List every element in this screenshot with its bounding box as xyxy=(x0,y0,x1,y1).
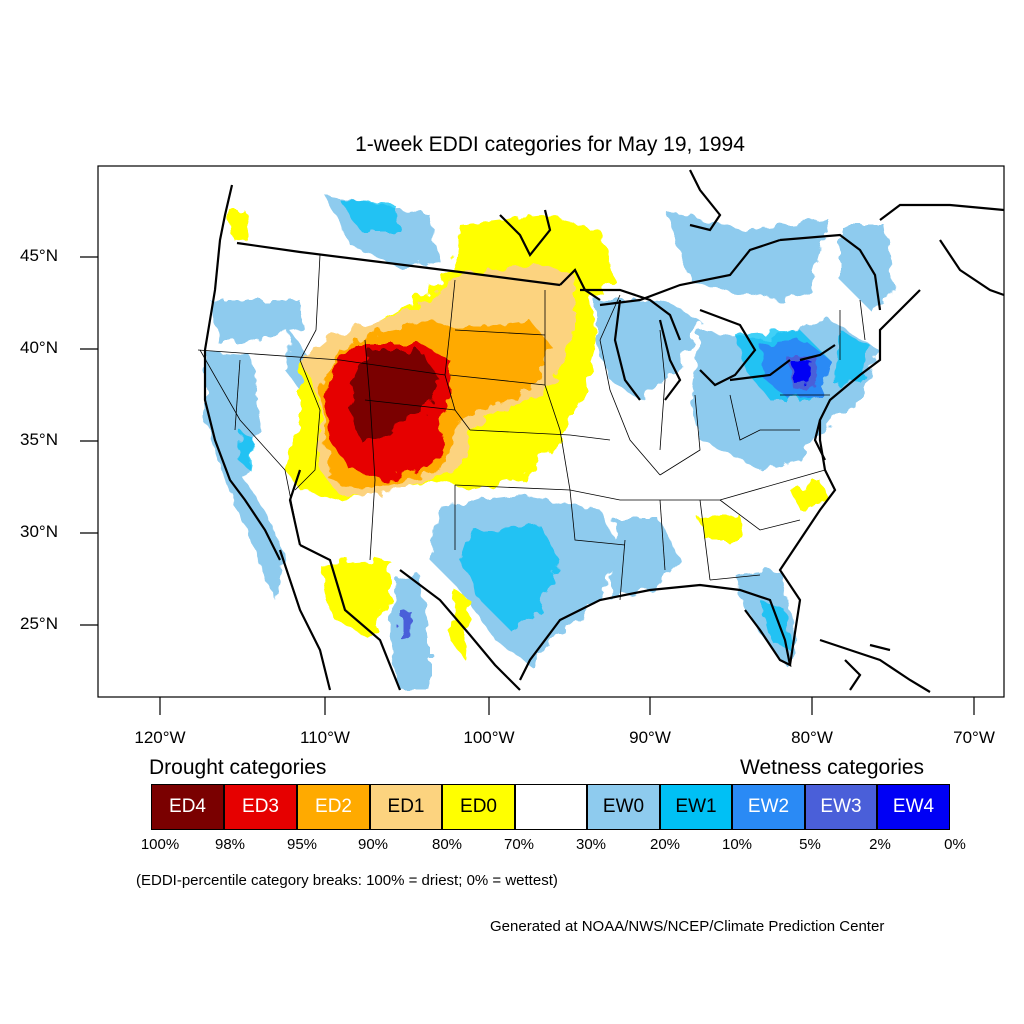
legend-box-ew4: EW4 xyxy=(877,784,950,830)
legend-break-label: 90% xyxy=(357,836,389,853)
credit-line: Generated at NOAA/NWS/NCEP/Climate Predi… xyxy=(490,918,885,935)
legend-box-ew1: EW1 xyxy=(660,784,732,830)
legend-box-label: EW2 xyxy=(747,796,790,817)
legend-break-label: 100% xyxy=(140,836,180,853)
wetness-ew4-area xyxy=(790,360,812,384)
legend-break-label: 10% xyxy=(721,836,753,853)
longitude-label-90w: 90°W xyxy=(629,728,671,747)
legend-box-label: ED4 xyxy=(169,796,206,817)
legend-break-label: 30% xyxy=(575,836,607,853)
legend-box-label: ED2 xyxy=(315,796,352,817)
legend-box-label: EW0 xyxy=(602,796,645,817)
legend-box-neutral xyxy=(515,784,587,830)
drought-ed4-area xyxy=(350,350,440,440)
legend-break-label: 20% xyxy=(649,836,681,853)
longitude-label-80w: 80°W xyxy=(791,728,833,747)
longitude-label-70w: 70°W xyxy=(953,728,995,747)
coastlines xyxy=(203,169,1004,693)
map-frame xyxy=(97,165,1005,698)
legend-box-ew3: EW3 xyxy=(805,784,877,830)
legend-break-label: 2% xyxy=(869,836,891,853)
legend-box-ew2: EW2 xyxy=(732,784,805,830)
legend-box-label: ED3 xyxy=(242,796,279,817)
legend-break-label: 0% xyxy=(944,836,966,853)
legend-box-ed3: ED3 xyxy=(224,784,297,830)
latitude-label-25n: 25°N xyxy=(20,614,58,633)
legend-box-label: EW3 xyxy=(820,796,862,817)
legend-box-ew0: EW0 xyxy=(587,784,660,830)
legend-break-label: 98% xyxy=(214,836,246,853)
latitude-label-30n: 30°N xyxy=(20,522,58,541)
legend-box-label: ED1 xyxy=(387,796,425,817)
legend-box-label: EW4 xyxy=(892,796,935,817)
legend-box-ed1: ED1 xyxy=(370,784,442,830)
legend-box-ed0: ED0 xyxy=(442,784,515,830)
latitude-label-35n: 35°N xyxy=(20,430,58,449)
legend-break-label: 80% xyxy=(431,836,463,853)
map-title: 1-week EDDI categories for May 19, 1994 xyxy=(355,133,745,156)
latitude-label-45n: 45°N xyxy=(20,246,58,265)
longitude-label-100w: 100°W xyxy=(463,728,515,747)
legend-box-label: EW1 xyxy=(675,796,717,817)
legend-note: (EDDI-percentile category breaks: 100% =… xyxy=(136,872,558,889)
longitude-label-110w: 110°W xyxy=(300,728,350,747)
wetness-ew3-area-mexico xyxy=(400,610,412,640)
drought-categories-heading: Drought categories xyxy=(149,756,327,779)
map-ticks xyxy=(80,256,975,715)
legend-break-label: 95% xyxy=(286,836,318,853)
wetness-categories-heading: Wetness categories xyxy=(740,756,925,779)
legend-box-ed4: ED4 xyxy=(151,784,224,830)
longitude-label-120w: 120°W xyxy=(134,728,186,747)
legend-break-label: 70% xyxy=(503,836,535,853)
latitude-label-40n: 40°N xyxy=(20,338,58,357)
legend-box-label: ED0 xyxy=(460,796,497,817)
legend-box-ed2: ED2 xyxy=(297,784,370,830)
legend-break-label: 5% xyxy=(799,836,821,853)
